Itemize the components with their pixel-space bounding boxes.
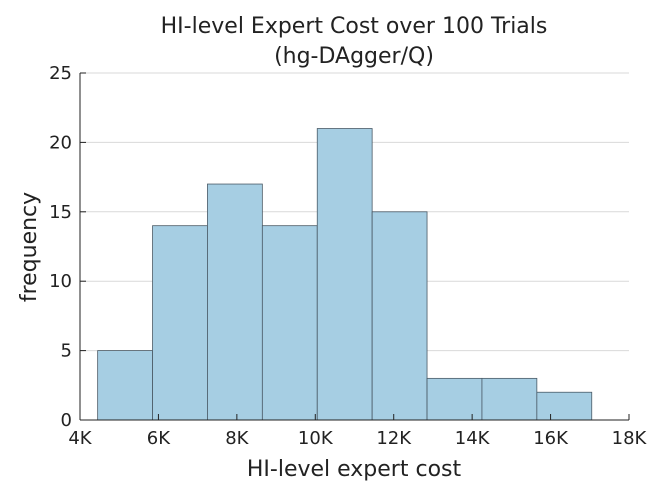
histogram-bar [97, 350, 153, 421]
y-axis-label: frequency [17, 192, 42, 302]
y-tick-label: 15 [49, 202, 72, 223]
y-tick-label: 10 [49, 271, 72, 292]
histogram-bar [536, 391, 593, 421]
histogram-bar [426, 377, 483, 421]
histogram-bar [481, 377, 538, 421]
y-tick-label: 0 [61, 410, 72, 431]
histogram-bar [152, 225, 208, 421]
x-tick-label: 16K [533, 428, 569, 449]
histogram-bar [316, 128, 373, 421]
x-tick-label: 14K [455, 428, 491, 449]
x-tick-label: 10K [298, 428, 334, 449]
chart-title-line-1: HI-level Expert Cost over 100 Trials [161, 14, 548, 39]
x-axis-label: HI-level expert cost [247, 457, 462, 482]
y-tick-labels: 0 5 10 15 20 25 [49, 63, 72, 431]
x-tick-label: 6K [147, 428, 171, 449]
x-tick-labels: 4K 6K 8K 10K 12K 14K 16K 18K [68, 428, 647, 449]
x-tick-label: 8K [225, 428, 249, 449]
x-tick-label: 12K [376, 428, 412, 449]
axes [79, 72, 630, 421]
x-tick-label: 18K [612, 428, 648, 449]
histogram-bar [207, 183, 263, 421]
x-tick-label: 4K [68, 428, 92, 449]
histogram-bar [371, 211, 428, 421]
y-tick-label: 5 [61, 341, 72, 362]
chart-title-line-2: (hg-DAgger/Q) [274, 44, 434, 69]
y-tick-label: 25 [49, 63, 72, 84]
histogram-bars [97, 128, 593, 421]
y-tick-label: 20 [49, 132, 72, 153]
histogram-bar [261, 225, 318, 421]
